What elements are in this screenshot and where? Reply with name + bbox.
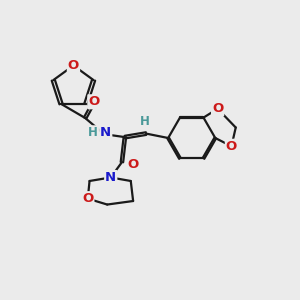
Text: O: O [226, 140, 237, 153]
Text: O: O [82, 192, 93, 205]
Text: H: H [140, 115, 149, 128]
Text: N: N [100, 126, 111, 139]
Text: H: H [88, 126, 98, 139]
Text: O: O [212, 102, 223, 115]
Text: O: O [68, 59, 79, 72]
Text: O: O [128, 158, 139, 171]
Text: O: O [88, 95, 100, 108]
Text: N: N [105, 171, 116, 184]
